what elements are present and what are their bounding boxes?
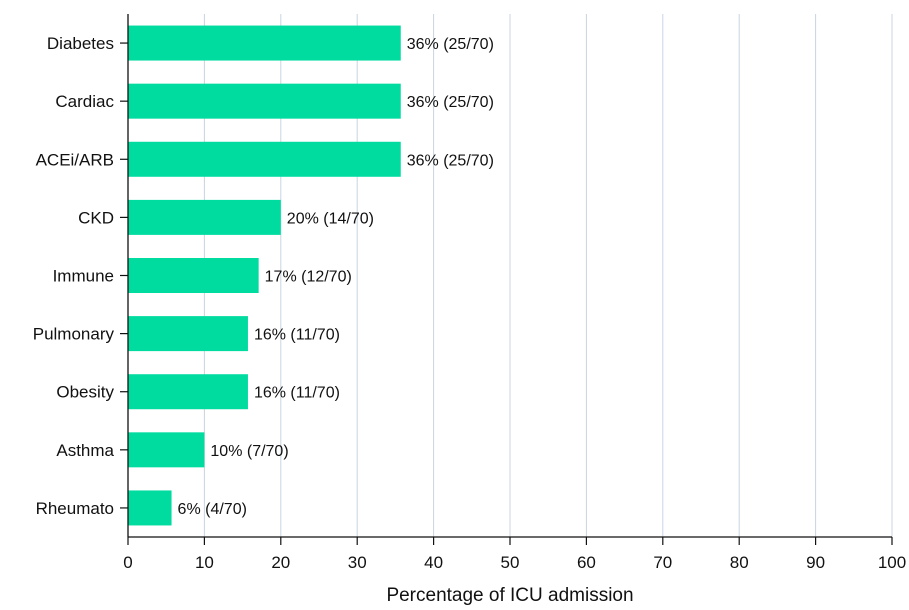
category-label: Rheumato [36,499,114,518]
x-tick-label: 30 [348,553,367,572]
data-label: 16% (11/70) [254,327,340,344]
x-axis-title: Percentage of ICU admission [386,585,633,606]
data-label: 10% (7/70) [210,443,288,460]
bar-cardiac [128,83,401,119]
data-label: 20% (14/70) [287,210,374,227]
x-tick-label: 10 [195,553,214,572]
bar-pulmonary [128,316,248,352]
x-tick-label: 0 [123,553,132,572]
category-label: Obesity [56,383,114,402]
category-label: CKD [78,208,114,227]
x-tick-label: 80 [730,553,749,572]
bar-diabetes [128,25,401,61]
bar-ckd [128,199,281,235]
bar-immune [128,258,259,293]
bar-acei-arb [128,141,401,177]
data-label: 16% (11/70) [254,385,340,402]
axis-layer [120,14,893,545]
x-tick-label: 100 [878,553,906,572]
bar-obesity [128,374,248,410]
data-label: 36% (25/70) [407,36,494,53]
data-label: 6% (4/70) [178,501,247,518]
label-layer: Diabetes 36% (25/70) Cardiac 36% (25/70) ACE… [33,34,906,572]
category-label: Asthma [56,441,114,460]
bar-rheumato [128,490,172,526]
category-label: Pulmonary [33,325,115,344]
bar-layer [128,25,401,526]
x-tick-label: 70 [653,553,672,572]
category-label: ACEi/ARB [36,150,114,169]
data-label: 36% (25/70) [407,94,494,111]
category-label: Cardiac [55,92,114,111]
data-label: 36% (25/70) [407,152,494,169]
x-tick-label: 50 [501,553,520,572]
x-tick-label: 40 [424,553,443,572]
data-label: 17% (12/70) [265,269,352,286]
x-tick-label: 60 [577,553,596,572]
category-label: Diabetes [47,34,114,53]
bar-asthma [128,432,205,468]
x-tick-label: 90 [806,553,825,572]
x-tick-label: 20 [271,553,290,572]
category-label: Immune [53,267,114,286]
